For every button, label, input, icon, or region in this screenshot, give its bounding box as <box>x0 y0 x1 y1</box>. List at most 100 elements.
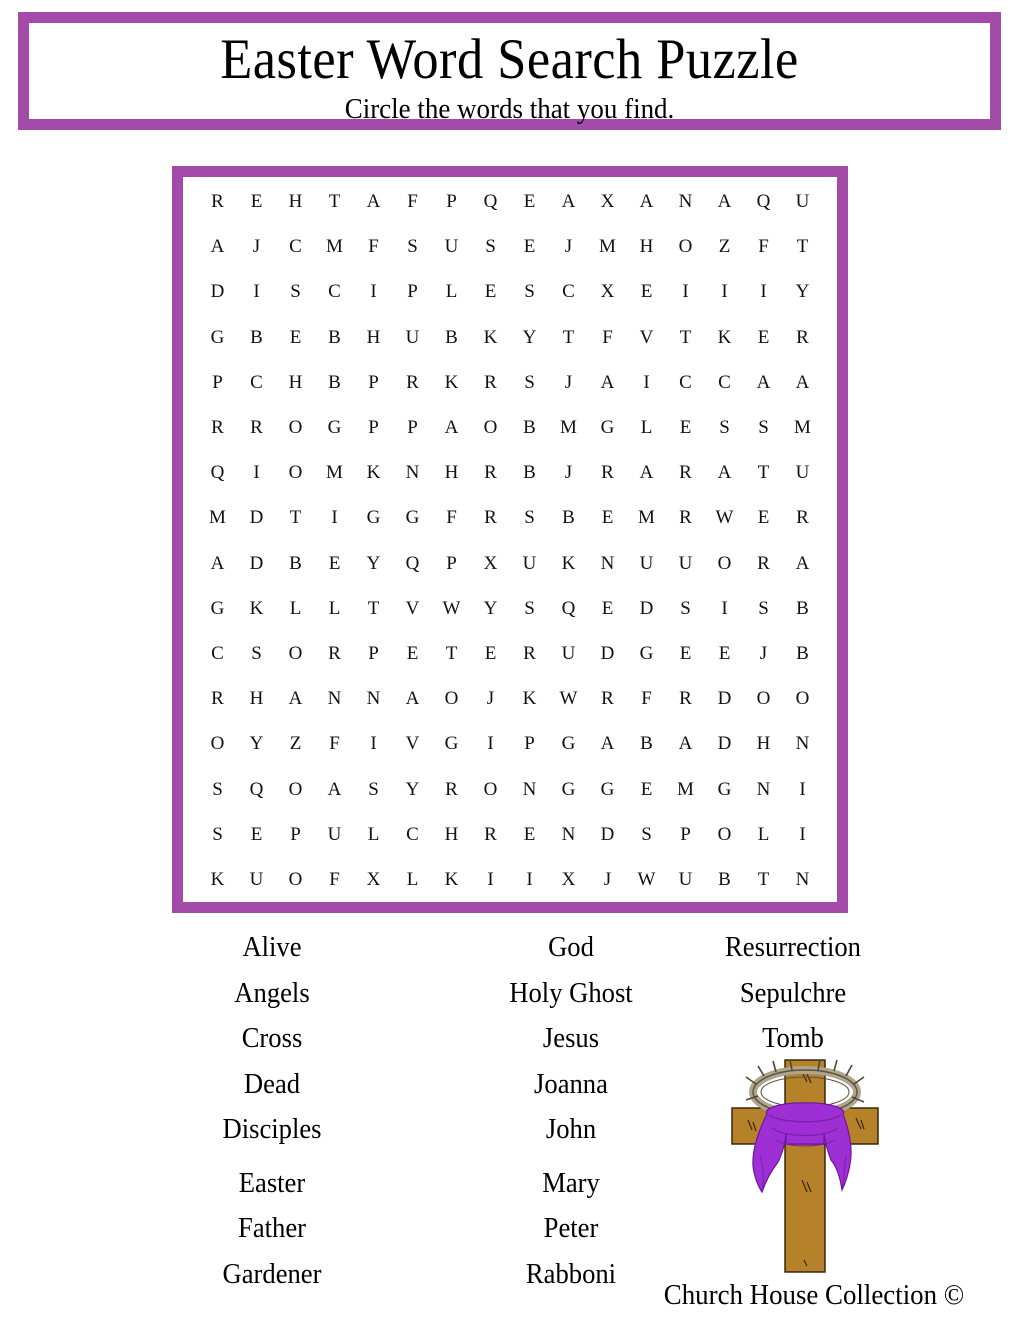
grid-letter[interactable]: S <box>524 597 535 619</box>
grid-letter[interactable]: O <box>288 462 303 484</box>
grid-letter[interactable]: M <box>326 236 343 258</box>
grid-letter[interactable]: B <box>718 868 731 890</box>
grid-letter[interactable]: N <box>678 191 693 213</box>
grid-letter[interactable]: O <box>483 417 498 439</box>
grid-letter[interactable]: O <box>444 688 459 710</box>
grid-letter[interactable]: X <box>561 868 576 890</box>
grid-letter[interactable]: K <box>249 597 264 619</box>
grid-letter[interactable]: T <box>367 597 380 619</box>
grid-letter[interactable]: R <box>211 191 224 213</box>
grid-letter[interactable]: A <box>717 191 732 213</box>
grid-letter[interactable]: H <box>366 326 381 348</box>
grid-letter[interactable]: U <box>327 823 342 845</box>
grid-letter[interactable]: R <box>484 823 497 845</box>
grid-letter[interactable]: E <box>718 642 731 664</box>
grid-letter[interactable]: T <box>289 507 302 529</box>
grid-letter[interactable]: T <box>757 462 770 484</box>
grid-letter[interactable]: I <box>799 778 806 800</box>
grid-letter[interactable]: I <box>253 281 260 303</box>
grid-letter[interactable]: E <box>757 507 770 529</box>
grid-letter[interactable]: U <box>444 236 459 258</box>
grid-letter[interactable]: O <box>756 688 771 710</box>
grid-letter[interactable]: O <box>795 688 810 710</box>
grid-letter[interactable]: X <box>600 281 615 303</box>
grid-letter[interactable]: A <box>288 688 303 710</box>
word-list-item[interactable]: Peter <box>543 1213 599 1244</box>
grid-letter[interactable]: O <box>288 868 303 890</box>
grid-letter[interactable]: R <box>211 417 224 439</box>
grid-letter[interactable]: N <box>366 688 381 710</box>
grid-letter[interactable]: P <box>680 823 691 845</box>
grid-letter[interactable]: Y <box>483 597 498 619</box>
grid-letter[interactable]: U <box>678 552 693 574</box>
grid-letter[interactable]: B <box>562 507 575 529</box>
word-list-item[interactable]: Holy Ghost <box>509 977 633 1009</box>
grid-letter[interactable]: H <box>288 371 303 393</box>
grid-letter[interactable]: X <box>600 191 615 213</box>
grid-letter[interactable]: B <box>796 642 809 664</box>
word-list-item[interactable]: Father <box>238 1213 306 1244</box>
grid-letter[interactable]: S <box>407 236 418 258</box>
grid-letter[interactable]: S <box>524 371 535 393</box>
grid-letter[interactable]: V <box>405 597 420 619</box>
grid-letter[interactable]: N <box>795 868 810 890</box>
grid-letter[interactable]: F <box>329 733 340 755</box>
grid-letter[interactable]: F <box>329 868 340 890</box>
grid-letter[interactable]: L <box>328 597 341 619</box>
word-list-item[interactable]: Dead <box>243 1068 301 1100</box>
grid-letter[interactable]: B <box>523 417 536 439</box>
grid-letter[interactable]: A <box>639 191 654 213</box>
grid-letter[interactable]: D <box>639 597 654 619</box>
grid-letter[interactable]: R <box>523 642 536 664</box>
grid-letter[interactable]: C <box>211 642 224 664</box>
word-list-item[interactable]: Rabboni <box>525 1258 617 1290</box>
word-list-item[interactable]: John <box>545 1114 597 1145</box>
grid-letter[interactable]: I <box>721 597 728 619</box>
grid-letter[interactable]: S <box>680 597 691 619</box>
grid-letter[interactable]: A <box>210 552 225 574</box>
grid-letter[interactable]: T <box>679 326 692 348</box>
grid-letter[interactable]: I <box>253 462 260 484</box>
grid-letter[interactable]: E <box>523 191 536 213</box>
letter-grid[interactable]: R E H T A F P Q E A X A N A Q U A J C M F S U S E J M H O Z F T D I S C I P L E… <box>183 177 837 902</box>
grid-letter[interactable]: R <box>445 778 458 800</box>
grid-letter[interactable]: A <box>795 552 810 574</box>
grid-letter[interactable]: E <box>250 823 263 845</box>
grid-letter[interactable]: G <box>600 778 615 800</box>
grid-letter[interactable]: J <box>603 868 612 890</box>
grid-letter[interactable]: Y <box>795 281 810 303</box>
grid-letter[interactable]: L <box>289 597 302 619</box>
grid-letter[interactable]: B <box>640 733 653 755</box>
grid-letter[interactable]: D <box>600 642 615 664</box>
grid-letter[interactable]: E <box>601 507 614 529</box>
grid-letter[interactable]: E <box>484 642 497 664</box>
grid-letter[interactable]: Z <box>289 733 302 755</box>
grid-letter[interactable]: H <box>444 462 459 484</box>
grid-letter[interactable]: P <box>446 191 457 213</box>
grid-letter[interactable]: I <box>682 281 689 303</box>
grid-letter[interactable]: K <box>366 462 381 484</box>
word-list-item[interactable]: Alive <box>242 932 302 963</box>
grid-letter[interactable]: N <box>600 552 615 574</box>
grid-letter[interactable]: U <box>678 868 693 890</box>
grid-letter[interactable]: H <box>756 733 771 755</box>
word-list-item[interactable]: Cross <box>241 1023 303 1054</box>
grid-letter[interactable]: V <box>639 326 654 348</box>
grid-letter[interactable]: U <box>522 552 537 574</box>
grid-letter[interactable]: G <box>405 507 420 529</box>
grid-letter[interactable]: O <box>717 552 732 574</box>
grid-letter[interactable]: E <box>523 823 536 845</box>
grid-letter[interactable]: K <box>522 688 537 710</box>
grid-letter[interactable]: L <box>445 281 458 303</box>
grid-letter[interactable]: P <box>368 371 379 393</box>
grid-letter[interactable]: E <box>679 642 692 664</box>
grid-letter[interactable]: F <box>641 688 652 710</box>
grid-letter[interactable]: R <box>679 507 692 529</box>
grid-letter[interactable]: I <box>370 281 377 303</box>
grid-letter[interactable]: U <box>795 191 810 213</box>
grid-letter[interactable]: Y <box>522 326 537 348</box>
grid-letter[interactable]: P <box>290 823 301 845</box>
grid-letter[interactable]: A <box>405 688 420 710</box>
grid-letter[interactable]: N <box>795 733 810 755</box>
grid-letter[interactable]: M <box>638 507 655 529</box>
